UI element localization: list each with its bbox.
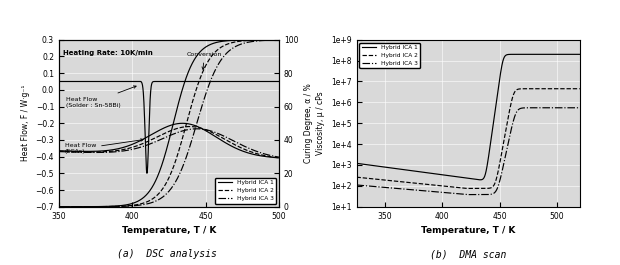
Text: (a)  DSC analysis: (a) DSC analysis [117, 249, 218, 259]
Y-axis label: Curing Degree, α / %: Curing Degree, α / % [304, 83, 313, 163]
Text: Heat Flow
(Solder : Sn-58Bi): Heat Flow (Solder : Sn-58Bi) [66, 86, 136, 108]
Text: (b)  DMA scan: (b) DMA scan [430, 249, 507, 259]
Legend: Hybrid ICA 1, Hybrid ICA 2, Hybrid ICA 3: Hybrid ICA 1, Hybrid ICA 2, Hybrid ICA 3 [215, 178, 276, 204]
X-axis label: Temperature, T / K: Temperature, T / K [421, 226, 515, 235]
Y-axis label: Viscosity, μ / cPs: Viscosity, μ / cPs [316, 91, 326, 155]
Text: Heat Flow
(ECAs): Heat Flow (ECAs) [64, 139, 143, 154]
X-axis label: Temperature, T / K: Temperature, T / K [122, 226, 216, 235]
Y-axis label: Heat Flow, F / W·g⁻¹: Heat Flow, F / W·g⁻¹ [21, 85, 30, 161]
Text: Conversion: Conversion [187, 52, 222, 69]
Legend: Hybrid ICA 1, Hybrid ICA 2, Hybrid ICA 3: Hybrid ICA 1, Hybrid ICA 2, Hybrid ICA 3 [360, 43, 420, 68]
Text: Heating Rate: 10K/min: Heating Rate: 10K/min [63, 50, 153, 56]
